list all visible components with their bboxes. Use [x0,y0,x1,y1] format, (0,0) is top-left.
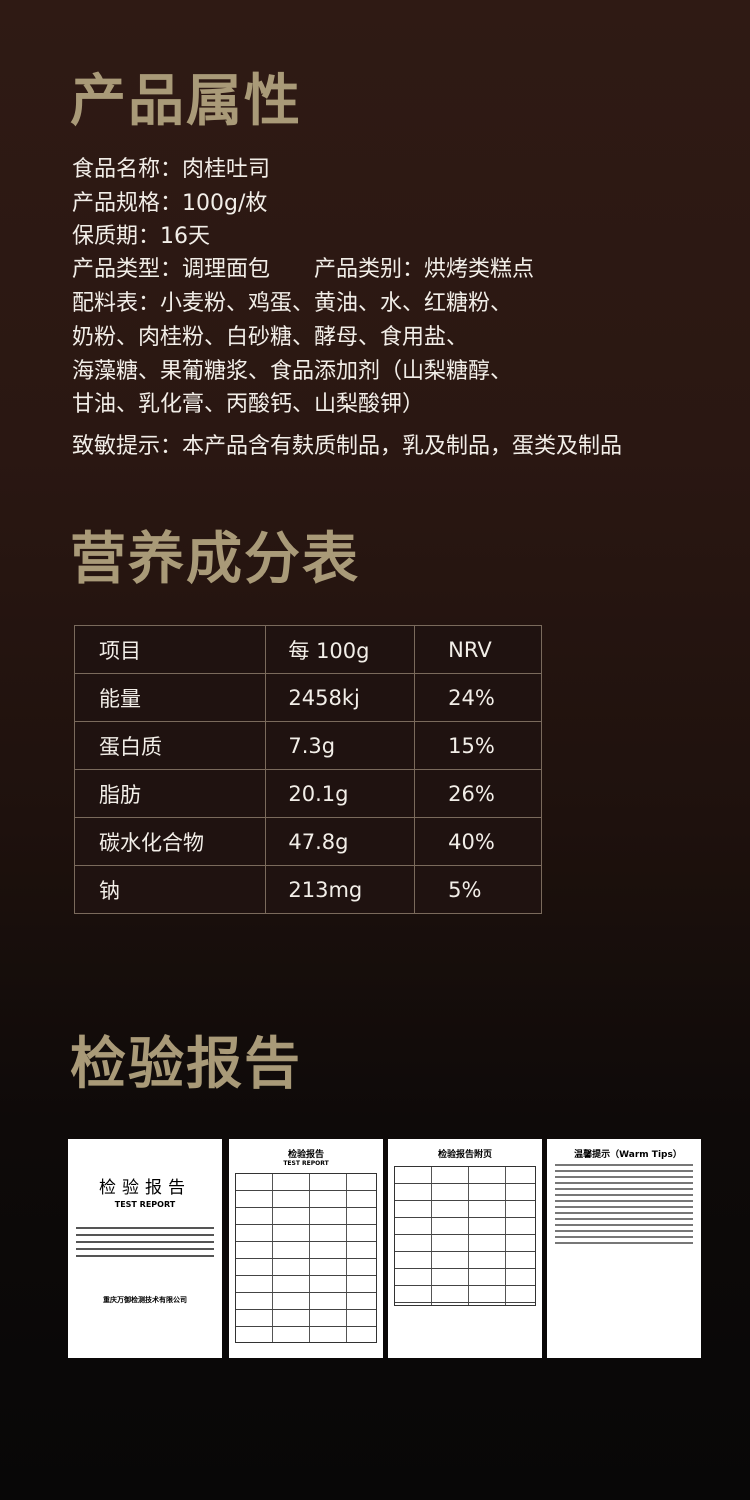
table-row: 碳水化合物 47.8g 40% [73,817,542,866]
table-cell: 26% [414,769,542,818]
table-cell: 15% [414,721,542,770]
table-cell: NRV [414,625,542,674]
attribute-line: 产品类型：调理面包 产品类别：烘烤类糕点 [72,257,535,282]
table-row: 蛋白质 7.3g 15% [73,721,542,770]
table-row: 能量 2458kj 24% [73,673,542,722]
table-cell: 蛋白质 [73,721,267,770]
section-title-attributes: 产品属性 [70,69,302,134]
table-cell: 每 100g [265,625,416,674]
table-cell: 能量 [73,673,267,722]
attribute-line: 致敏提示：本产品含有麸质制品，乳及制品，蛋类及制品 [72,434,623,459]
attribute-line: 甘油、乳化膏、丙酸钙、山梨酸钾） [72,392,425,417]
attribute-line: 配料表：小麦粉、鸡蛋、黄油、水、红糖粉、 [72,291,513,316]
table-cell: 2458kj [265,673,416,722]
table-cell: 7.3g [265,721,416,770]
nutrition-table: 项目每 100g NRV 能量 2458kj 24% 蛋白质 7.3g 15% 脂肪 20.1g 2… [73,625,542,914]
table-cell: 钠 [73,865,267,914]
report-tips-image[interactable]: 温馨提示（Warm Tips） [547,1139,701,1358]
report-cover-image[interactable]: 检验报告 TEST REPORT 重庆万御检测技术有限公司 [68,1139,222,1358]
table-cell: 脂肪 [73,769,267,818]
report-appendix-image[interactable]: 检验报告附页 [388,1139,542,1358]
table-cell: 5% [414,865,542,914]
section-title-report: 检验报告 [70,1032,302,1097]
table-row: 脂肪 20.1g 26% [73,769,542,818]
attribute-line: 产品规格：100g/枚 [72,191,268,216]
attribute-line: 保质期：16天 [72,224,210,249]
table-row: 钠 213mg 5% [73,865,542,914]
attribute-line: 食品名称：肉桂吐司 [72,157,271,182]
table-cell: 项目 [73,625,267,674]
table-cell: 47.8g [265,817,416,866]
section-title-nutrition: 营养成分表 [70,527,360,592]
table-cell: 213mg [265,865,416,914]
attribute-line: 奶粉、肉桂粉、白砂糖、酵母、食用盐、 [72,325,469,350]
table-cell: 40% [414,817,542,866]
table-cell: 20.1g [265,769,416,818]
table-cell: 碳水化合物 [73,817,267,866]
table-cell: 24% [414,673,542,722]
table-header-row: 项目每 100g NRV [73,625,542,674]
report-page-image[interactable]: 检验报告 TEST REPORT [229,1139,383,1358]
attribute-line: 海藻糖、果葡糖浆、食品添加剂（山梨糖醇、 [72,359,513,384]
